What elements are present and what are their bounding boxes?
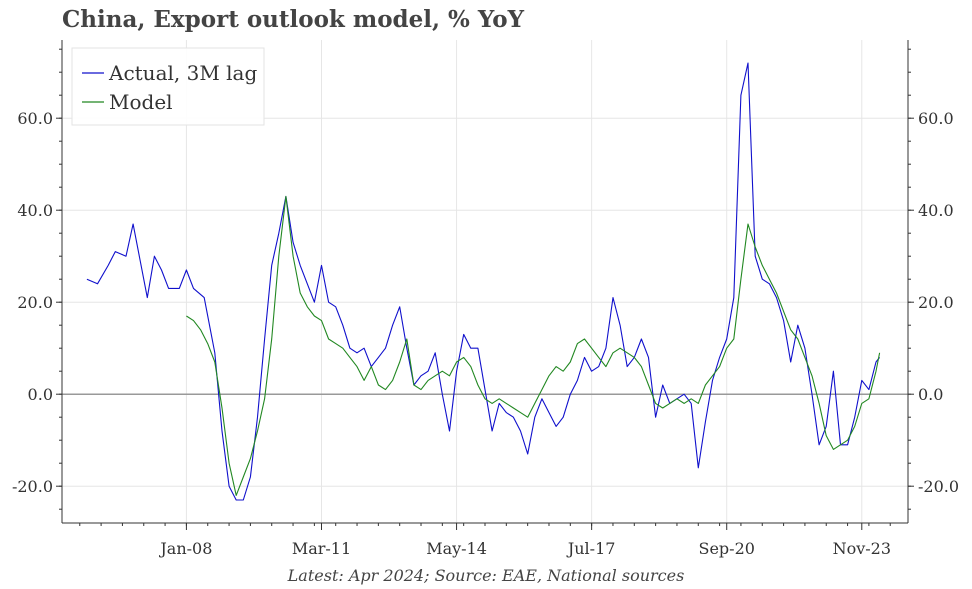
legend-label: Model [109, 90, 173, 114]
source-note: Latest: Apr 2024; Source: EAE, National … [287, 566, 685, 585]
y-tick-label-right: 20.0 [918, 293, 954, 312]
series-line-model [186, 195, 881, 496]
x-tick-label: May-14 [426, 539, 487, 558]
series-line-actual [86, 62, 881, 501]
y-tick-label-right: 0.0 [918, 385, 943, 404]
x-tick-label: Jan-08 [158, 539, 212, 558]
legend-box [71, 47, 265, 126]
axes: 60.0 60.0 40.0 40.0 20.0 20.0 0.0 0.0 -20.0 -20.0… [12, 40, 959, 558]
series-layer [86, 62, 881, 501]
y-tick-label-right: -20.0 [918, 477, 959, 496]
y-tick-label-left: -20.0 [12, 477, 53, 496]
x-tick-label: Sep-20 [698, 539, 754, 558]
x-tick-label: Jul-17 [566, 539, 616, 558]
y-tick-label-right: 60.0 [918, 109, 954, 128]
y-tick-label-left: 40.0 [17, 201, 53, 220]
y-tick-label-left: 20.0 [17, 293, 53, 312]
x-tick-label: Mar-11 [292, 539, 351, 558]
chart-title: China, Export outlook model, % YoY [62, 6, 525, 33]
y-tick-label-left: 60.0 [17, 109, 53, 128]
y-tick-label-left: 0.0 [28, 385, 53, 404]
grid [62, 40, 908, 523]
x-tick-label: Nov-23 [833, 539, 891, 558]
y-tick-label-right: 40.0 [918, 201, 954, 220]
legend-label: Actual, 3M lag [108, 61, 257, 85]
legend: Actual, 3M lag Model [71, 47, 265, 126]
